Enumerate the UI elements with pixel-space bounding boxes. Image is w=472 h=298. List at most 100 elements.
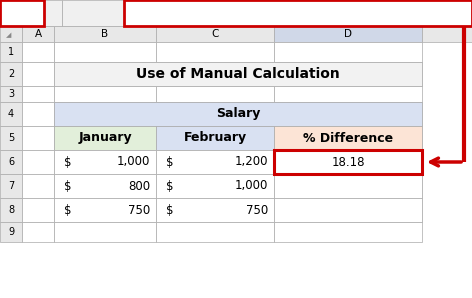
Bar: [0, 174, 22, 198]
Bar: [156, 126, 274, 150]
Text: A: A: [34, 29, 42, 39]
Text: February: February: [184, 131, 246, 145]
Text: 5: 5: [8, 133, 14, 143]
Text: $: $: [64, 204, 71, 217]
Bar: [54, 198, 156, 222]
Bar: [54, 62, 422, 86]
Bar: [274, 174, 422, 198]
Bar: [0, 42, 22, 62]
Bar: [156, 102, 274, 126]
Bar: [22, 26, 54, 42]
Bar: [54, 102, 156, 126]
Bar: [54, 222, 156, 242]
Text: 8: 8: [8, 205, 14, 215]
Text: % Difference: % Difference: [303, 131, 393, 145]
Bar: [22, 102, 54, 126]
Text: D6: D6: [14, 7, 30, 19]
Text: January: January: [78, 131, 132, 145]
Bar: [54, 150, 156, 174]
Bar: [22, 198, 54, 222]
Bar: [54, 126, 156, 150]
Bar: [156, 42, 274, 62]
Bar: [0, 102, 22, 126]
Text: Use of Manual Calculation: Use of Manual Calculation: [136, 67, 340, 81]
Bar: [156, 26, 274, 42]
Bar: [54, 102, 422, 126]
Bar: [156, 198, 274, 222]
Text: C: C: [211, 29, 219, 39]
Text: 1: 1: [8, 47, 14, 57]
Bar: [274, 150, 422, 174]
Bar: [156, 174, 274, 198]
Bar: [274, 42, 422, 62]
Bar: [54, 198, 156, 222]
Bar: [0, 150, 22, 174]
Bar: [156, 86, 274, 102]
Text: 750: 750: [246, 204, 268, 217]
Text: 18.18: 18.18: [331, 156, 365, 168]
Bar: [22, 150, 54, 174]
Bar: [44, 0, 62, 26]
Bar: [274, 102, 422, 126]
Text: ◢: ◢: [6, 32, 12, 38]
Text: 750: 750: [128, 204, 150, 217]
Bar: [54, 150, 156, 174]
Text: $: $: [166, 204, 174, 217]
Text: 4: 4: [8, 109, 14, 119]
Bar: [274, 174, 422, 198]
Bar: [0, 126, 22, 150]
Bar: [156, 126, 274, 150]
Text: ▾: ▾: [51, 8, 55, 18]
Bar: [0, 26, 22, 42]
Bar: [22, 62, 54, 86]
Bar: [274, 198, 422, 222]
Bar: [274, 126, 422, 150]
Bar: [156, 150, 274, 174]
Bar: [22, 174, 54, 198]
Text: 1,000: 1,000: [117, 156, 150, 168]
Bar: [54, 86, 156, 102]
Bar: [54, 126, 156, 150]
Bar: [62, 0, 124, 26]
Bar: [0, 198, 22, 222]
Bar: [54, 26, 156, 42]
Bar: [156, 174, 274, 198]
Bar: [0, 62, 22, 86]
Bar: [156, 150, 274, 174]
Text: D: D: [344, 29, 352, 39]
Text: B: B: [101, 29, 109, 39]
Text: 3: 3: [8, 89, 14, 99]
Bar: [0, 0, 44, 26]
Bar: [54, 62, 156, 86]
Bar: [0, 222, 22, 242]
Bar: [274, 86, 422, 102]
Bar: [22, 86, 54, 102]
Text: Salary: Salary: [216, 108, 260, 120]
Bar: [156, 222, 274, 242]
Text: 2: 2: [8, 69, 14, 79]
Text: $: $: [64, 156, 71, 168]
Bar: [274, 26, 422, 42]
Bar: [422, 26, 472, 42]
Bar: [274, 150, 422, 174]
Bar: [0, 86, 22, 102]
Text: 1,200: 1,200: [235, 156, 268, 168]
Text: $: $: [64, 179, 71, 193]
Bar: [22, 222, 54, 242]
Bar: [274, 126, 422, 150]
Bar: [124, 0, 472, 26]
Bar: [54, 42, 156, 62]
Bar: [156, 62, 274, 86]
Text: 1,000: 1,000: [235, 179, 268, 193]
Bar: [274, 198, 422, 222]
Text: 800: 800: [128, 179, 150, 193]
Text: 9: 9: [8, 227, 14, 237]
Bar: [274, 222, 422, 242]
Text: 6: 6: [8, 157, 14, 167]
Bar: [156, 198, 274, 222]
Bar: [274, 62, 422, 86]
Bar: [22, 126, 54, 150]
Text: :   ×   ✓   fx: : × ✓ fx: [65, 8, 121, 18]
Text: $: $: [166, 179, 174, 193]
Text: $: $: [166, 156, 174, 168]
